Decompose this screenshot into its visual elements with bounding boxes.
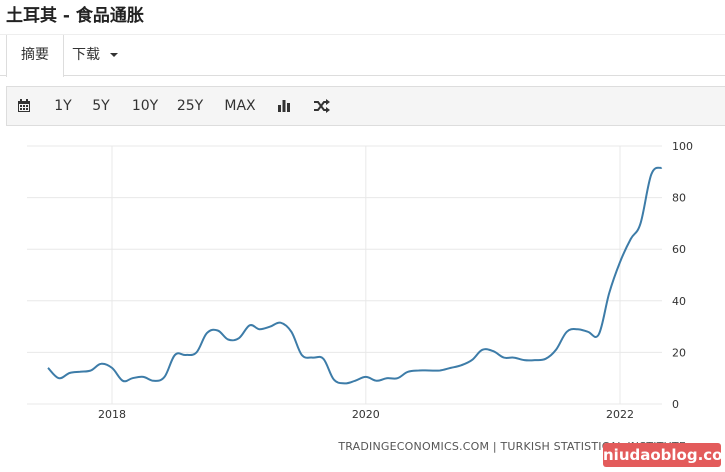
y-tick-label-0: 0 [672,398,679,411]
tab-bar: 摘要 下载 [0,34,725,77]
y-tick-label-60: 60 [672,243,686,256]
range-10y-button[interactable]: 10Y [131,98,159,114]
source-label: TRADINGECONOMICS.COM | TURKISH STATISTIC… [337,440,686,453]
y-tick-label-80: 80 [672,192,686,205]
bar-chart-icon [278,100,290,112]
tab-download-label: 下载 [72,47,100,63]
chart-type-button[interactable] [275,87,293,125]
series-line [47,166,663,385]
y-tick-label-100: 100 [672,140,693,153]
tab-summary-label: 摘要 [21,47,49,63]
compare-button[interactable] [311,87,333,125]
x-tick-label-2022: 2022 [606,408,634,421]
range-25y-button[interactable]: 25Y [176,98,204,114]
page-title: 土耳其 - 食品通胀 [6,6,144,26]
range-5y-button[interactable]: 5Y [92,98,110,114]
x-tick-label-2018: 2018 [98,408,126,421]
chart-area: 0 20 40 60 80 100 2018 2020 2022 TRADINGECONOMICS… [0,128,725,472]
watermark: niudaoblog.com [603,443,725,467]
calendar-button[interactable] [15,87,33,125]
shuffle-icon [314,99,330,113]
tab-summary[interactable]: 摘要 [6,35,64,77]
y-tick-label-40: 40 [672,295,686,308]
food-inflation-chart: 0 20 40 60 80 100 2018 2020 2022 TRADINGECONOMICS… [27,140,693,453]
caret-down-icon [110,53,119,57]
chart-toolbar: 1Y 5Y 10Y 25Y MAX [6,86,725,126]
tab-download[interactable]: 下载 [58,35,132,76]
y-tick-label-20: 20 [672,346,686,359]
x-tick-label-2020: 2020 [352,408,380,421]
range-1y-button[interactable]: 1Y [54,98,72,114]
calendar-icon [18,99,30,112]
range-max-button[interactable]: MAX [224,98,256,114]
